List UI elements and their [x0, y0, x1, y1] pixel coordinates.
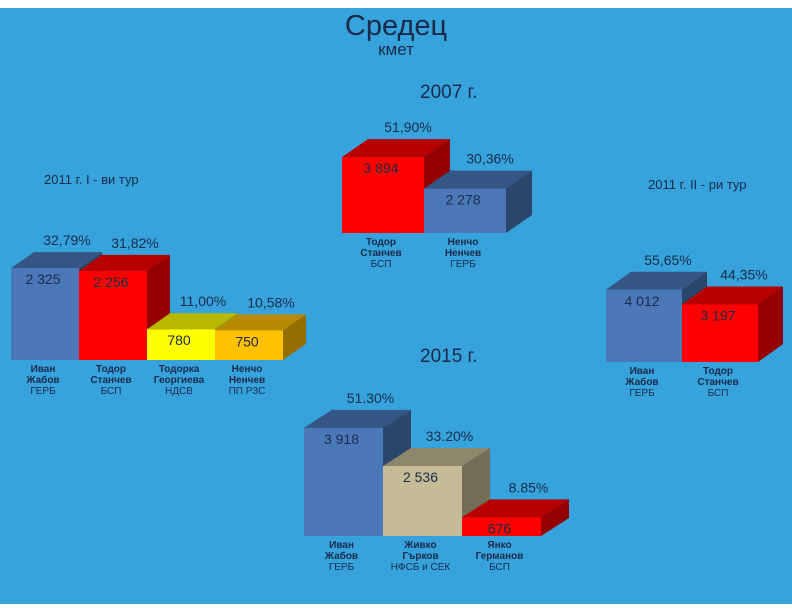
percent-label: 31,82%: [111, 235, 158, 251]
category-label: Георгиева: [154, 375, 205, 386]
percent-label: 44,35%: [720, 266, 767, 282]
percent-label: 10,58%: [247, 294, 294, 310]
category-label: Тодор: [703, 366, 733, 377]
percent-label: 51,90%: [384, 119, 431, 135]
panel-title-2015: 2015 г.: [420, 346, 478, 367]
bar-top: [11, 252, 102, 269]
value-label: 3 894: [363, 160, 398, 176]
party-label: ПП РЗС: [229, 386, 266, 397]
percent-label: 8.85%: [509, 479, 549, 495]
value-label: 2 256: [93, 274, 128, 290]
party-label: БСП: [708, 388, 729, 399]
category-label: Иван: [630, 366, 655, 377]
bar: [11, 268, 79, 360]
value-label: 4 012: [624, 293, 659, 309]
bar-side: [541, 499, 569, 536]
bar-top: [462, 499, 569, 518]
party-label: НФСБ и СЕК: [391, 562, 451, 573]
percent-label: 30,36%: [466, 151, 513, 167]
percent-label: 55,65%: [644, 252, 691, 268]
percent-label: 51.30%: [347, 390, 394, 406]
value-label: 780: [167, 332, 191, 348]
value-label: 2 278: [445, 192, 480, 208]
category-label: Иван: [329, 540, 354, 551]
value-label: 676: [488, 520, 512, 536]
bar-top: [79, 254, 170, 271]
bar: [79, 270, 147, 360]
bar-top: [215, 314, 306, 331]
category-label: Станчев: [360, 248, 401, 259]
category-label: Иван: [31, 364, 56, 375]
category-label: Жабов: [324, 550, 358, 562]
category-label: Жабов: [624, 376, 658, 388]
party-label: БСП: [371, 259, 392, 270]
party-label: ГЕРБ: [329, 562, 355, 573]
bar-top: [383, 448, 490, 467]
bar-top: [147, 313, 238, 330]
category-label: Ненчев: [229, 375, 265, 386]
panel-title-2011-round2: 2011 г. II - ри тур: [648, 177, 747, 192]
bar-top: [606, 271, 707, 290]
category-label: Жабов: [25, 374, 59, 386]
category-label: Ненчо: [448, 237, 479, 248]
category-label: Тодор: [366, 237, 396, 248]
party-label: БСП: [101, 386, 122, 397]
bar: [682, 304, 758, 362]
category-label: Станчев: [90, 375, 131, 386]
category-label: Ненчев: [445, 248, 481, 259]
bar-top: [304, 409, 411, 428]
bar: [424, 188, 506, 233]
party-label: БСП: [489, 562, 510, 573]
value-label: 3 197: [700, 307, 735, 323]
bar: [462, 517, 541, 536]
percent-label: 33.20%: [426, 428, 473, 444]
page-title: Средец: [344, 10, 448, 42]
category-label: Гърков: [402, 551, 438, 562]
category-label: Тодор: [96, 364, 126, 375]
page-subtitle: кмет: [378, 40, 414, 59]
value-label: 2 325: [25, 271, 60, 287]
bar-top: [342, 139, 450, 158]
bar-side: [283, 314, 306, 360]
value-label: 3 918: [324, 431, 359, 447]
bar: [383, 466, 462, 536]
party-label: ГЕРБ: [30, 386, 56, 397]
category-label: Германов: [476, 551, 524, 562]
panel-title-2011-round1: 2011 г. I - ви тур: [44, 172, 139, 187]
party-label: НДСВ: [165, 386, 193, 397]
percent-label: 11,00%: [180, 293, 226, 309]
bar: [606, 289, 682, 362]
value-label: 750: [235, 333, 259, 349]
bar-side: [758, 286, 783, 362]
category-label: Тодорка: [159, 364, 200, 375]
party-label: ГЕРБ: [450, 259, 476, 270]
bar-top: [682, 286, 783, 305]
percent-label: 32,79%: [43, 232, 90, 248]
category-label: Живко: [403, 540, 436, 551]
category-label: Ненчо: [232, 364, 263, 375]
category-label: Янко: [487, 540, 511, 551]
category-label: Станчев: [697, 377, 738, 388]
bar: [147, 329, 215, 360]
bar: [342, 157, 424, 233]
bar: [304, 427, 383, 536]
panel-title-2007: 2007 г.: [420, 82, 478, 103]
bar-side: [506, 170, 532, 233]
value-label: 2 536: [403, 469, 438, 485]
bar-top: [424, 170, 532, 189]
bar: [215, 330, 283, 360]
party-label: ГЕРБ: [629, 388, 655, 399]
